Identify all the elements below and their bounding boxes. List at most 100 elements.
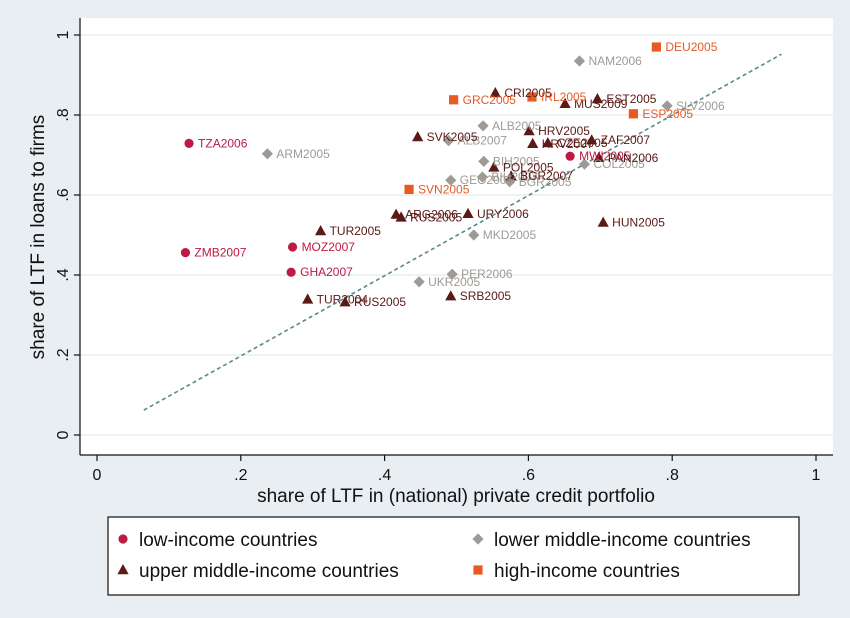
x-tick-label: .2 <box>234 467 247 484</box>
point-square <box>449 95 459 105</box>
point-triangle <box>462 207 474 218</box>
y-tick-label: 0 <box>55 430 72 439</box>
point-label: BGR2007 <box>520 169 573 183</box>
x-tick-label: 0 <box>93 467 102 484</box>
point-diamond <box>478 155 490 167</box>
point-label: PER2006 <box>461 267 513 281</box>
point-label: BGR2005 <box>519 175 572 189</box>
x-tick-label: 1 <box>812 467 821 484</box>
legend-marker-triangle <box>117 564 129 575</box>
point-square <box>527 92 537 102</box>
point-label: ESP2005 <box>642 107 693 121</box>
point-label: TZA2006 <box>198 136 248 150</box>
legend-label: upper middle-income countries <box>139 561 399 582</box>
point-square <box>651 42 661 52</box>
point-label: UKR2005 <box>428 275 480 289</box>
legend-label: low-income countries <box>139 530 317 551</box>
y-tick-label: .4 <box>55 268 72 281</box>
point-label: SRB2005 <box>460 289 512 303</box>
point-label: HUN2005 <box>612 216 665 230</box>
point-circle <box>565 151 575 161</box>
point-triangle <box>339 296 351 307</box>
point-label: HRV2007 <box>542 137 594 151</box>
point-label: URY2006 <box>477 207 529 221</box>
point-diamond <box>413 276 425 288</box>
point-label: SVN2005 <box>418 182 470 196</box>
legend-marker-circle <box>118 534 128 544</box>
point-label: COL2005 <box>593 157 645 171</box>
point-diamond <box>468 229 480 241</box>
point-label: ZMB2007 <box>194 246 246 260</box>
point-label: CZE2005 <box>557 136 608 150</box>
point-label: MUS2009 <box>574 97 628 111</box>
point-diamond <box>573 55 586 67</box>
point-square <box>628 109 638 119</box>
point-diamond <box>261 148 274 160</box>
point-label: HRV2005 <box>538 124 590 138</box>
point-circle <box>180 248 191 258</box>
point-labels: TZA2006 ZMB2007 MOZ2007 GHA2007 MWI2005 ARM20… <box>194 40 725 309</box>
point-triangle <box>302 293 314 304</box>
point-label: GRC2005 <box>463 93 517 107</box>
point-label: ARM2005 <box>276 147 330 161</box>
y-axis-title: share of LTF in loans to firms <box>28 115 49 360</box>
legend-marker-square <box>473 565 483 575</box>
point-label: GEO2005 <box>460 173 514 187</box>
point-triangle <box>445 290 457 301</box>
point-label: NAM2006 <box>588 54 642 68</box>
point-triangle <box>542 137 554 148</box>
point-diamond <box>477 120 489 132</box>
point-label: POL2005 <box>503 160 554 174</box>
point-label: PAN2006 <box>608 151 659 165</box>
point-label: IRL2005 <box>541 90 587 104</box>
point-label: GHA2007 <box>300 265 353 279</box>
point-triangle <box>586 134 598 145</box>
point-triangle <box>315 225 327 236</box>
legend-label: high-income countries <box>494 561 680 582</box>
point-diamond <box>476 171 488 183</box>
point-circle <box>286 267 296 277</box>
y-tick-label: 1 <box>55 30 72 39</box>
data-points <box>180 42 673 307</box>
point-triangle <box>412 131 424 142</box>
x-tick-label: .6 <box>522 467 535 484</box>
point-triangle <box>505 170 517 181</box>
point-label: RUS2005 <box>410 210 462 224</box>
point-label: EST2005 <box>606 92 656 106</box>
legend-label: lower middle-income countries <box>494 530 751 551</box>
legend-marker-diamond <box>472 533 484 545</box>
point-triangle <box>523 125 535 136</box>
point-diamond <box>442 135 455 147</box>
fit-line <box>143 53 782 411</box>
point-label: ALB2007 <box>458 134 508 148</box>
point-diamond <box>445 174 457 186</box>
point-label: ZAF2007 <box>601 133 651 147</box>
point-label: MOZ2007 <box>302 240 356 254</box>
point-label: MKD2005 <box>483 228 537 242</box>
point-label: RUS2005 <box>354 295 406 309</box>
point-label: SLV2006 <box>676 99 725 113</box>
y-tick-label: .2 <box>55 348 72 361</box>
point-label: CRI2005 <box>504 86 552 100</box>
x-axis-title: share of LTF in (national) private credi… <box>257 486 655 507</box>
point-circle <box>287 242 298 252</box>
y-tick-label: .6 <box>55 188 72 201</box>
point-diamond <box>578 158 591 170</box>
legend-box <box>107 516 800 596</box>
point-triangle <box>488 161 500 172</box>
point-triangle <box>593 151 605 162</box>
point-label: ALB2005 <box>492 119 542 133</box>
axes: 0 .2 .4 .6 .8 1 0 .2 .4 .6 .8 1 <box>55 18 833 484</box>
point-triangle <box>591 93 604 104</box>
point-square <box>404 184 414 194</box>
point-label: MWI2005 <box>579 149 631 163</box>
x-tick-label: .8 <box>666 467 679 484</box>
point-label: DEU2005 <box>665 40 717 54</box>
point-triangle <box>395 211 407 222</box>
point-triangle <box>527 137 539 148</box>
point-label: SVK2005 <box>427 130 478 144</box>
point-triangle <box>559 97 571 108</box>
point-diamond <box>661 100 673 112</box>
